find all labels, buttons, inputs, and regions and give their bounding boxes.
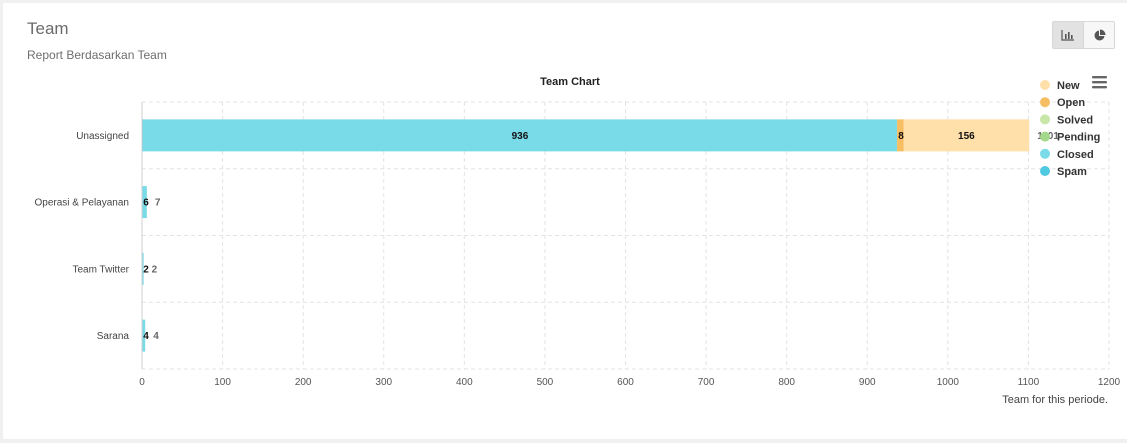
chart-axis: 0 100 200 300 400 500 600 700 800 900 1000 1100 1200… (34, 102, 1121, 388)
bar-segment-spam[interactable] (142, 119, 144, 152)
category-label: Operasi & Pelayanan (34, 198, 129, 209)
x-tick-label: 700 (698, 377, 715, 388)
legend-label: Open (1057, 97, 1085, 109)
stack-total-label: 4 (153, 331, 159, 342)
page-title: Team (27, 19, 69, 38)
stack-total-label: 2 (152, 264, 158, 275)
x-tick-label: 200 (295, 377, 312, 388)
bar-segment-closed[interactable] (142, 252, 144, 285)
legend-item-spam[interactable]: Spam (1040, 166, 1087, 178)
legend-label: New (1057, 80, 1080, 92)
bar-chart-icon (1061, 30, 1074, 41)
chart-legend: New Open Solved Pending Closed Spam (1040, 80, 1100, 178)
legend-marker (1040, 80, 1050, 90)
legend-item-closed[interactable]: Closed (1040, 148, 1094, 161)
x-tick-label: 500 (537, 377, 554, 388)
legend-label: Closed (1057, 149, 1094, 161)
bar-value-label: 8 (898, 131, 904, 142)
legend-label: Spam (1057, 166, 1087, 178)
x-tick-label: 600 (617, 377, 634, 388)
bar-segment-closed[interactable] (142, 186, 147, 219)
bar-value-label: 6 (143, 198, 149, 209)
bar-value-label: 156 (958, 131, 975, 142)
x-tick-label: 400 (456, 377, 473, 388)
legend-item-pending[interactable]: Pending (1040, 131, 1100, 144)
category-label: Unassigned (76, 131, 129, 142)
bar-value-label: 2 (143, 264, 149, 275)
x-tick-label: 100 (214, 377, 231, 388)
bar-segment-new[interactable] (903, 119, 1030, 152)
bar-value-label: 936 (512, 131, 529, 142)
bar-segment-closed[interactable] (142, 119, 898, 152)
category-label: Team Twitter (73, 264, 130, 275)
chart-title: Team Chart (540, 76, 600, 88)
bar-segment-open[interactable] (897, 119, 904, 152)
legend-marker (1040, 97, 1050, 108)
x-tick-label: 1000 (937, 377, 960, 388)
category-label: Sarana (97, 331, 130, 342)
report-card (3, 3, 1127, 439)
x-tick-label: 900 (859, 377, 876, 388)
legend-item-new[interactable]: New (1040, 80, 1080, 92)
x-tick-label: 800 (778, 377, 795, 388)
legend-marker (1040, 148, 1050, 159)
legend-item-solved[interactable]: Solved (1040, 114, 1093, 126)
legend-marker (1040, 114, 1050, 125)
stack-total-label: 7 (155, 198, 161, 209)
bar-chart-button[interactable] (1053, 22, 1083, 48)
pie-chart-button[interactable] (1083, 22, 1114, 48)
legend-label: Pending (1057, 132, 1100, 144)
pie-chart-icon (1094, 29, 1105, 40)
page-subtitle: Report Berdasarkan Team (27, 48, 167, 62)
x-tick-label: 300 (375, 377, 392, 388)
legend-item-open[interactable]: Open (1040, 97, 1085, 109)
legend-marker (1040, 131, 1050, 142)
x-tick-label: 0 (139, 377, 145, 388)
chart-bars: 193681561101672244 (142, 119, 1059, 352)
chart-footer-text: Team for this periode. (1002, 394, 1108, 406)
chart-view-toggle (1052, 21, 1115, 49)
legend-marker (1040, 166, 1050, 176)
legend-label: Solved (1057, 114, 1093, 126)
bar-segment-closed[interactable] (142, 319, 146, 352)
x-tick-label: 1200 (1098, 377, 1121, 388)
bar-value-label: 4 (143, 331, 149, 342)
hamburger-menu-icon[interactable] (1092, 76, 1107, 89)
x-tick-label: 1100 (1018, 377, 1040, 388)
